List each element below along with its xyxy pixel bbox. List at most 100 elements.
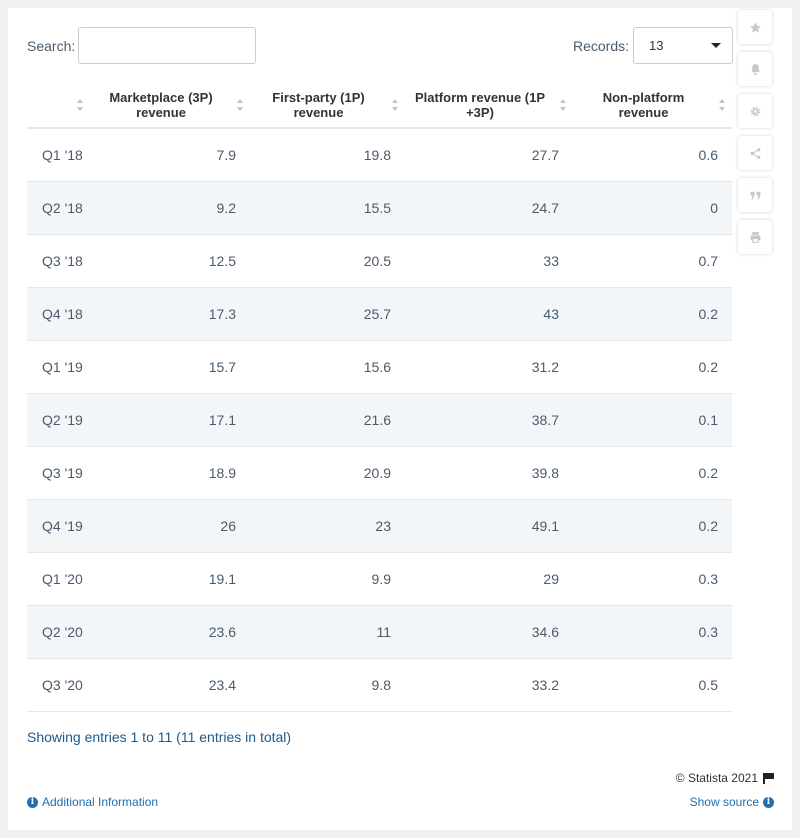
table-row: Q2 '18 9.2 15.5 24.7 0 xyxy=(27,181,732,235)
flag-icon[interactable] xyxy=(763,772,774,784)
table-cell: 26 xyxy=(90,499,250,553)
table-cell: 0.3 xyxy=(573,605,732,659)
additional-information-link[interactable]: i Additional Information xyxy=(27,795,158,809)
table-cell: 0 xyxy=(573,181,732,235)
table-cell: 9.9 xyxy=(250,552,405,606)
column-header[interactable]: Platform revenue (1P +3P) xyxy=(405,83,573,129)
table-cell: 18.9 xyxy=(90,446,250,500)
column-header[interactable] xyxy=(27,83,90,129)
row-label: Q3 '20 xyxy=(27,658,90,712)
sort-icon[interactable] xyxy=(237,99,244,111)
caret-down-icon xyxy=(711,43,721,48)
row-label: Q3 '18 xyxy=(27,234,90,288)
column-header[interactable]: Non-platform revenue xyxy=(573,83,732,129)
row-label: Q2 '20 xyxy=(27,605,90,659)
table-cell: 15.6 xyxy=(250,340,405,394)
table-cell: 17.1 xyxy=(90,393,250,447)
table-cell: 9.8 xyxy=(250,658,405,712)
table-cell: 27.7 xyxy=(405,128,573,182)
records-selected-value: 13 xyxy=(649,38,664,53)
search-input[interactable] xyxy=(78,27,256,64)
table-row: Q1 '20 19.1 9.9 29 0.3 xyxy=(27,552,732,606)
data-table: Marketplace (3P) revenue First-party (1P)… xyxy=(27,83,732,712)
row-label: Q2 '19 xyxy=(27,393,90,447)
table-row: Q2 '20 23.6 11 34.6 0.3 xyxy=(27,605,732,659)
table-cell: 11 xyxy=(250,605,405,659)
row-label: Q4 '19 xyxy=(27,499,90,553)
table-cell: 0.2 xyxy=(573,340,732,394)
search-label: Search: xyxy=(27,38,76,54)
column-header[interactable]: Marketplace (3P) revenue xyxy=(90,83,250,129)
column-header-label: First-party (1P) revenue xyxy=(272,90,365,120)
column-header-label: Marketplace (3P) revenue xyxy=(109,90,213,120)
table-cell: 19.1 xyxy=(90,552,250,606)
table-header-row: Marketplace (3P) revenue First-party (1P)… xyxy=(27,83,732,129)
print-button[interactable] xyxy=(738,220,772,254)
star-icon xyxy=(749,21,761,33)
notification-button[interactable] xyxy=(738,52,772,86)
share-button[interactable] xyxy=(738,136,772,170)
table-cell: 0.2 xyxy=(573,499,732,553)
table-row: Q1 '19 15.7 15.6 31.2 0.2 xyxy=(27,340,732,394)
table-cell: 0.2 xyxy=(573,446,732,500)
table-cell: 33.2 xyxy=(405,658,573,712)
table-row: Q3 '20 23.4 9.8 33.2 0.5 xyxy=(27,658,732,712)
bell-icon xyxy=(750,63,760,75)
table-cell: 15.5 xyxy=(250,181,405,235)
table-cell: 0.2 xyxy=(573,287,732,341)
table-cell: 23.6 xyxy=(90,605,250,659)
table-cell: 38.7 xyxy=(405,393,573,447)
statistic-card: Search: Records: 13 Marketplace (3P) rev… xyxy=(8,8,792,830)
table-cell: 33 xyxy=(405,234,573,288)
sort-icon[interactable] xyxy=(77,99,84,111)
print-icon xyxy=(750,231,760,243)
table-cell: 34.6 xyxy=(405,605,573,659)
favorite-button[interactable] xyxy=(738,10,772,44)
table-cell: 9.2 xyxy=(90,181,250,235)
table-cell: 17.3 xyxy=(90,287,250,341)
column-header-label: Platform revenue (1P +3P) xyxy=(414,90,546,120)
column-header[interactable]: First-party (1P) revenue xyxy=(250,83,405,129)
cite-button[interactable] xyxy=(738,178,772,212)
sort-icon[interactable] xyxy=(392,99,399,111)
table-cell: 0.5 xyxy=(573,658,732,712)
table-cell: 31.2 xyxy=(405,340,573,394)
table-cell: 24.7 xyxy=(405,181,573,235)
row-label: Q1 '20 xyxy=(27,552,90,606)
table-cell: 0.7 xyxy=(573,234,732,288)
column-header-label: Non-platform revenue xyxy=(602,90,685,120)
records-label: Records: xyxy=(573,38,630,54)
gear-icon xyxy=(750,106,760,116)
table-cell: 20.9 xyxy=(250,446,405,500)
side-toolbar xyxy=(738,10,772,262)
table-cell: 23 xyxy=(250,499,405,553)
table-cell: 23.4 xyxy=(90,658,250,712)
share-icon xyxy=(750,147,760,159)
table-row: Q3 '19 18.9 20.9 39.8 0.2 xyxy=(27,446,732,500)
table-cell: 12.5 xyxy=(90,234,250,288)
row-label: Q3 '19 xyxy=(27,446,90,500)
records-select[interactable]: 13 xyxy=(633,27,733,64)
additional-information-label: Additional Information xyxy=(42,795,159,809)
table-cell: 15.7 xyxy=(90,340,250,394)
table-cell: 0.6 xyxy=(573,128,732,182)
show-source-link[interactable]: Show source i xyxy=(690,795,774,809)
table-cell: 43 xyxy=(405,287,573,341)
table-row: Q1 '18 7.9 19.8 27.7 0.6 xyxy=(27,128,732,182)
info-icon: i xyxy=(27,796,38,808)
settings-button[interactable] xyxy=(738,94,772,128)
table-row: Q4 '19 26 23 49.1 0.2 xyxy=(27,499,732,553)
table-cell: 19.8 xyxy=(250,128,405,182)
sort-icon[interactable] xyxy=(719,99,726,111)
sort-icon[interactable] xyxy=(560,99,567,111)
entries-summary: Showing entries 1 to 11 (11 entries in t… xyxy=(27,729,292,745)
table-cell: 25.7 xyxy=(250,287,405,341)
table-cell: 7.9 xyxy=(90,128,250,182)
row-label: Q2 '18 xyxy=(27,181,90,235)
table-cell: 39.8 xyxy=(405,446,573,500)
show-source-label: Show source xyxy=(689,795,759,809)
table-cell: 49.1 xyxy=(405,499,573,553)
table-cell: 21.6 xyxy=(250,393,405,447)
row-label: Q1 '18 xyxy=(27,128,90,182)
table-row: Q2 '19 17.1 21.6 38.7 0.1 xyxy=(27,393,732,447)
